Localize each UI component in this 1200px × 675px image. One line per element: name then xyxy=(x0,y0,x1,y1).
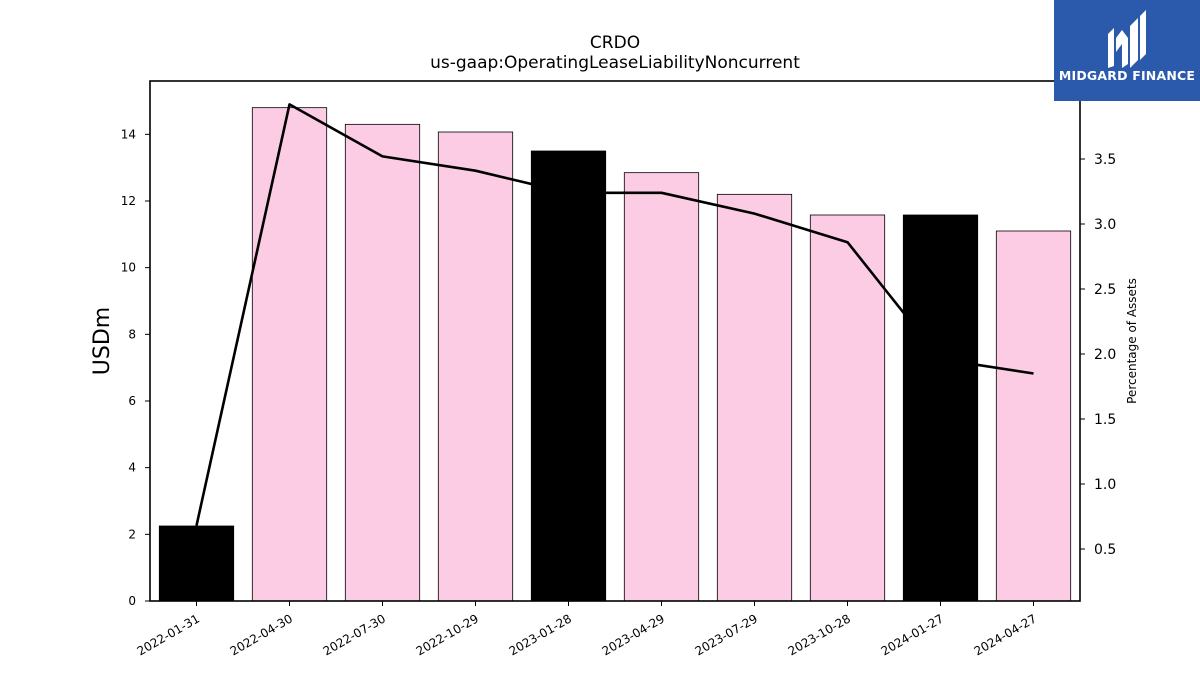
bar-2022-01-31 xyxy=(158,525,235,602)
y-tick-label: 12 xyxy=(121,194,136,208)
x-tick-label: 2023-01-28 xyxy=(507,611,574,658)
bar-2022-04-30 xyxy=(251,107,328,602)
y-axis-label: USDm xyxy=(90,307,115,375)
bars-layer xyxy=(158,107,1072,602)
y2-tick-label: 0.5 xyxy=(1094,542,1116,558)
bar-2024-04-27 xyxy=(995,230,1072,602)
right-axis: 0.5 1.0 1.5 2.0 2.5 3.0 3.5 xyxy=(1080,152,1116,558)
x-axis: 2022-01-31 2022-04-30 2022-07-30 2022-10-29… xyxy=(135,601,1039,658)
x-tick-label: 2023-07-29 xyxy=(693,611,760,658)
left-axis: 0 2 4 6 8 10 12 14 xyxy=(121,127,150,608)
chart-subtitle: us-gaap:OperatingLeaseLiabilityNoncurren… xyxy=(430,53,800,73)
y2-tick-label: 2.0 xyxy=(1094,347,1116,363)
y-tick-label: 8 xyxy=(128,327,136,341)
x-tick-label: 2022-04-30 xyxy=(228,611,295,658)
bar-2023-10-28 xyxy=(809,214,886,602)
y-tick-label: 6 xyxy=(128,394,136,408)
bar-2024-01-27 xyxy=(902,214,979,602)
y2-tick-label: 2.5 xyxy=(1094,282,1116,298)
y2-tick-label: 1.0 xyxy=(1094,477,1116,493)
y2-tick-label: 3.0 xyxy=(1094,217,1116,233)
y2-tick-label: 3.5 xyxy=(1094,152,1116,168)
bar-2023-04-29 xyxy=(623,172,700,602)
y-tick-label: 10 xyxy=(121,261,136,275)
bar-2023-01-28 xyxy=(530,150,607,602)
y-tick-label: 2 xyxy=(128,527,136,541)
x-tick-label: 2024-01-27 xyxy=(879,611,946,658)
chart-title: CRDO xyxy=(590,33,640,53)
y-tick-label: 4 xyxy=(128,461,136,475)
x-tick-label: 2022-07-30 xyxy=(321,611,388,658)
y-tick-label: 0 xyxy=(128,594,136,608)
logo-text: MIDGARD FINANCE xyxy=(1058,68,1196,83)
line-layer xyxy=(195,103,1034,526)
midgard-finance-logo: MIDGARD FINANCE xyxy=(1054,0,1200,101)
x-tick-label: 2024-04-27 xyxy=(972,611,1039,658)
percentage-line xyxy=(195,103,1034,526)
plot-frame xyxy=(149,80,1081,602)
x-tick-label: 2023-04-29 xyxy=(600,611,667,658)
x-tick-label: 2022-10-29 xyxy=(414,611,481,658)
logo-mark-icon xyxy=(1108,10,1146,68)
x-tick-label: 2023-10-28 xyxy=(786,611,853,658)
bar-2023-07-29 xyxy=(716,193,793,602)
bar-2022-07-30 xyxy=(344,123,421,602)
y2-axis-label: Percentage of Assets xyxy=(1125,278,1139,404)
y-tick-label: 14 xyxy=(121,127,136,141)
x-tick-label: 2022-01-31 xyxy=(135,611,202,658)
y2-tick-label: 1.5 xyxy=(1094,412,1116,428)
bar-2022-10-29 xyxy=(437,131,514,602)
